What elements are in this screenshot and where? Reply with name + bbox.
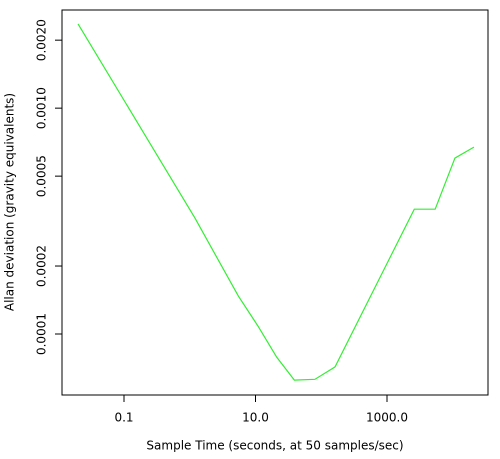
x-tick-label: 1000.0 (366, 411, 408, 425)
y-tick-label: 0.0020 (35, 19, 49, 61)
y-tick-label: 0.0010 (35, 87, 49, 129)
plot-box (61, 9, 489, 396)
data-line (77, 23, 475, 381)
x-tick-label: 0.1 (114, 411, 133, 425)
y-axis-label: Allan deviation (gravity equivalents) (3, 93, 17, 311)
x-axis-label: Sample Time (seconds, at 50 samples/sec) (146, 439, 403, 453)
y-tick-label: 0.0001 (35, 313, 49, 355)
y-tick-label: 0.0002 (35, 245, 49, 287)
x-tick-label: 10.0 (242, 411, 269, 425)
y-tick-label: 0.0005 (35, 155, 49, 197)
